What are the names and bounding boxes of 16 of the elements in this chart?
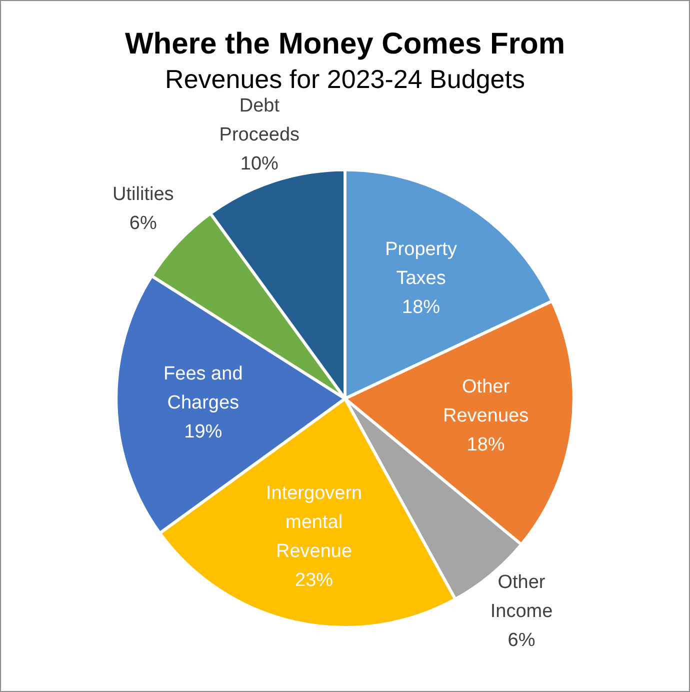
- data-label: 10%: [240, 153, 279, 174]
- slice-label: Utilities: [112, 184, 174, 205]
- slice-label: Other Revenues: [443, 376, 529, 427]
- data-label: 6%: [129, 212, 157, 234]
- slice-label: Fees and Charges: [164, 363, 243, 414]
- data-label: 23%: [295, 570, 334, 591]
- chart-title: Where the Money Comes From: [124, 27, 566, 60]
- slice-label: Intergovernmental Revenue: [266, 482, 362, 562]
- slice-label: Debt Proceeds: [219, 95, 300, 146]
- data-label: 18%: [466, 434, 505, 456]
- slice-label: Other Income: [490, 572, 553, 622]
- chart-subtitle: Revenues for 2023-24 Budgets: [165, 64, 525, 94]
- data-label: 19%: [184, 421, 222, 442]
- data-label: 18%: [402, 297, 440, 318]
- slice-label: Property Taxes: [385, 239, 458, 290]
- data-label: 6%: [508, 630, 536, 652]
